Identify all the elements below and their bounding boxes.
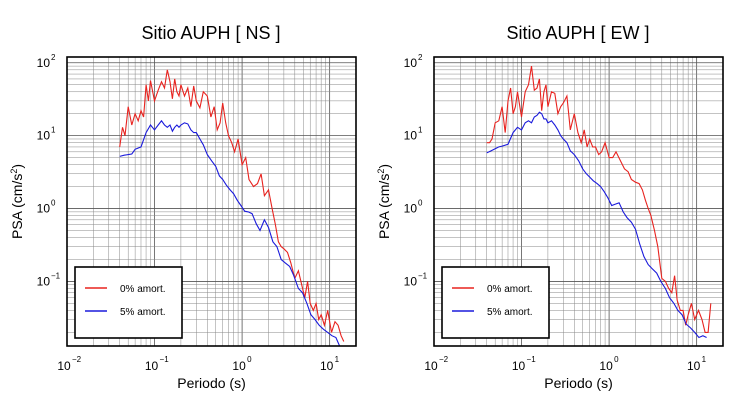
y-tick-base: 10: [404, 274, 418, 288]
x-tick-label: 10 −1: [512, 355, 536, 373]
x-tick-base: 10: [320, 359, 334, 373]
legend-entry: 0% amort.: [120, 284, 166, 295]
legend-entry: 5% amort.: [120, 307, 166, 318]
legend: 0% amort. 5% amort.: [441, 266, 550, 339]
legend-entry: 5% amort.: [487, 307, 533, 318]
y-tick-label: 10 0: [404, 199, 423, 216]
x-tick-base: 10: [145, 359, 159, 373]
legend: 0% amort. 5% amort.: [74, 266, 183, 339]
y-tick-base: 10: [404, 56, 418, 70]
legend-entry: 0% amort.: [487, 284, 533, 295]
x-tick-exponent: 1: [702, 355, 707, 364]
series-line-blue: [486, 111, 707, 339]
x-tick-label: 10 0: [599, 355, 619, 373]
y-axis-label: PSA (cm/s2): [376, 164, 392, 239]
series-line-red: [119, 69, 345, 342]
chart-panel-2: Sitio AUPH [ EW ]10 −2 10 −1 10 0 10 110 210 110 0…: [376, 23, 724, 391]
x-tick-exponent: −2: [72, 355, 82, 364]
x-tick-exponent: −1: [160, 355, 170, 364]
y-tick-base: 10: [404, 129, 418, 143]
series-line-blue: [119, 119, 341, 347]
y-tick-exponent: 1: [418, 126, 423, 135]
y-tick-exponent: 1: [51, 126, 56, 135]
x-tick-exponent: 1: [335, 355, 340, 364]
x-tick-exponent: −2: [439, 355, 449, 364]
x-tick-exponent: −1: [527, 355, 537, 364]
y-tick-label: 10 −1: [37, 271, 61, 288]
y-tick-base: 10: [404, 202, 418, 216]
y-tick-label: 10 1: [404, 126, 423, 143]
y-tick-label: 10 0: [37, 199, 56, 216]
y-tick-label: 10 −1: [404, 271, 428, 288]
x-tick-base: 10: [232, 359, 246, 373]
y-tick-base: 10: [37, 274, 51, 288]
y-tick-label: 10 1: [37, 126, 56, 143]
y-tick-exponent: 2: [51, 53, 56, 62]
x-tick-base: 10: [424, 359, 438, 373]
x-tick-label: 10 −2: [57, 355, 81, 373]
y-tick-exponent: 2: [418, 53, 423, 62]
y-tick-exponent: 0: [51, 199, 56, 208]
x-tick-base: 10: [57, 359, 71, 373]
x-tick-exponent: 0: [247, 355, 252, 364]
x-tick-label: 10 1: [320, 355, 340, 373]
y-tick-base: 10: [37, 56, 51, 70]
chart-title: Sitio AUPH [ NS ]: [141, 23, 280, 43]
y-tick-label: 10 2: [37, 53, 56, 70]
x-tick-label: 10 0: [232, 355, 252, 373]
x-tick-label: 10 1: [687, 355, 707, 373]
x-axis-label: Periodo (s): [544, 375, 612, 391]
y-tick-exponent: −1: [51, 271, 61, 280]
y-tick-base: 10: [37, 202, 51, 216]
plot-frame: [66, 56, 357, 347]
y-tick-base: 10: [37, 129, 51, 143]
x-tick-label: 10 −2: [424, 355, 448, 373]
chart-title: Sitio AUPH [ EW ]: [506, 23, 649, 43]
chart-panel-1: Sitio AUPH [ NS ]10 −2 10 −1 10 0 10 110 210 110 0…: [9, 23, 357, 391]
y-tick-label: 10 2: [404, 53, 423, 70]
x-axis-label: Periodo (s): [177, 375, 245, 391]
legend-box: [74, 266, 183, 339]
y-tick-exponent: 0: [418, 199, 423, 208]
y-tick-exponent: −1: [418, 271, 428, 280]
y-axis-label: PSA (cm/s2): [9, 164, 25, 239]
legend-box: [441, 266, 550, 339]
x-tick-label: 10 −1: [145, 355, 169, 373]
x-tick-base: 10: [512, 359, 526, 373]
x-tick-base: 10: [687, 359, 701, 373]
x-tick-exponent: 0: [614, 355, 619, 364]
plot-frame: [433, 56, 724, 347]
series-line-red: [486, 66, 712, 333]
grid-lines: [433, 57, 724, 346]
x-tick-base: 10: [599, 359, 613, 373]
